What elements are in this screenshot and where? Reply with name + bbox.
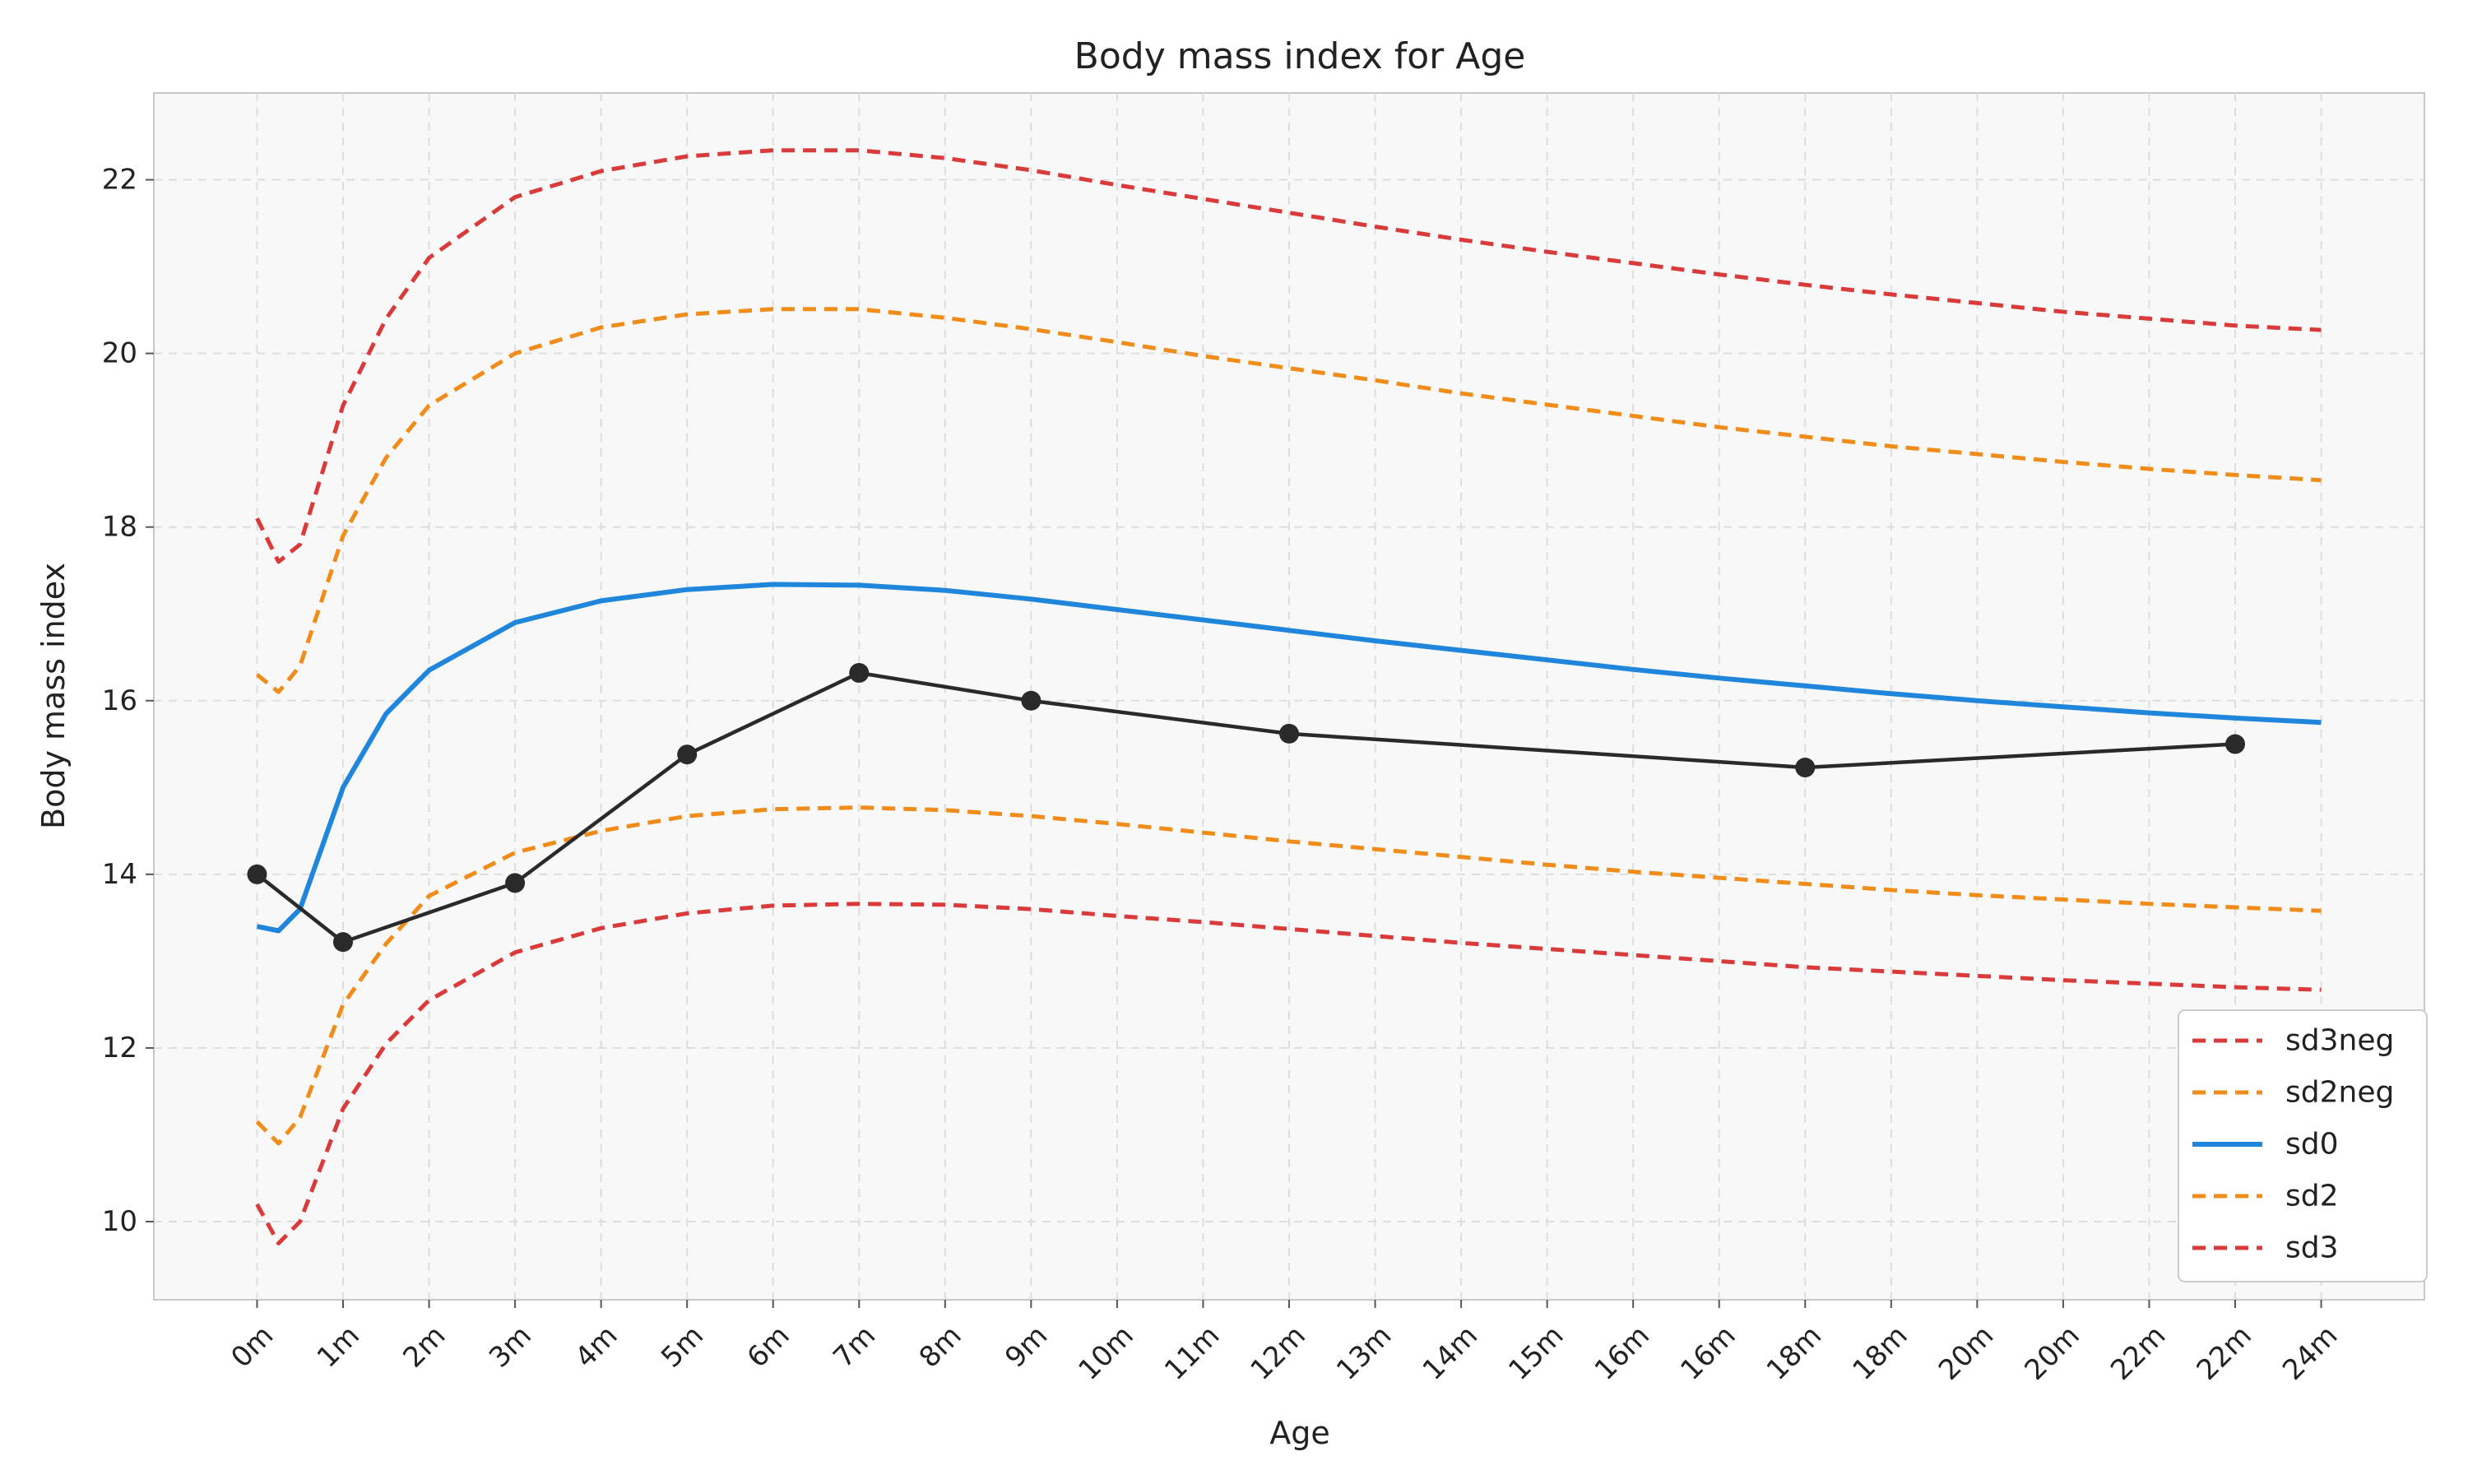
plot-area <box>153 92 2425 1301</box>
legend-label: sd3neg <box>2285 1024 2394 1058</box>
y-tick-label: 10 <box>102 1205 137 1238</box>
series-line-sd0 <box>256 582 2322 934</box>
grid <box>154 93 2424 1300</box>
y-tick-label: 14 <box>102 858 137 891</box>
legend-label: sd3 <box>2285 1231 2339 1265</box>
measurement-point <box>2225 734 2245 754</box>
legend-box <box>2178 1009 2428 1282</box>
legend-label: sd2neg <box>2285 1076 2394 1110</box>
x-axis-label: Age <box>1269 1415 1330 1451</box>
legend-label: sd0 <box>2285 1128 2339 1162</box>
y-tick-label: 16 <box>102 684 137 717</box>
measurement-point <box>333 932 353 953</box>
measurement-point <box>1279 723 1299 744</box>
y-axis-label: Body mass index <box>35 563 72 829</box>
y-tick-label: 18 <box>102 511 137 544</box>
y-tick-label: 20 <box>102 337 137 370</box>
measurement-point <box>849 663 870 684</box>
legend-label: sd2 <box>2285 1180 2339 1213</box>
y-tick-label: 22 <box>102 164 137 197</box>
legend-items: sd3neg sd2neg sd0 sd2 sd3 <box>2192 1024 2394 1265</box>
legend: sd3neg sd2neg sd0 sd2 sd3 <box>2178 1009 2428 1282</box>
series-line-sd3 <box>255 148 2322 564</box>
measurement-point <box>677 744 698 765</box>
chart-title: Body mass index for Age <box>1074 35 1526 77</box>
series-line-sd2 <box>255 307 2322 694</box>
y-tick-label: 12 <box>102 1032 137 1064</box>
measurement-point <box>1795 758 1816 778</box>
series-line-sd3neg <box>255 902 2322 1245</box>
measurement-point <box>1021 690 1041 711</box>
measurement-points <box>247 663 2245 953</box>
measurement-point <box>505 873 526 893</box>
series-line-sd2neg <box>255 805 2322 1146</box>
measurement-point <box>247 864 267 884</box>
